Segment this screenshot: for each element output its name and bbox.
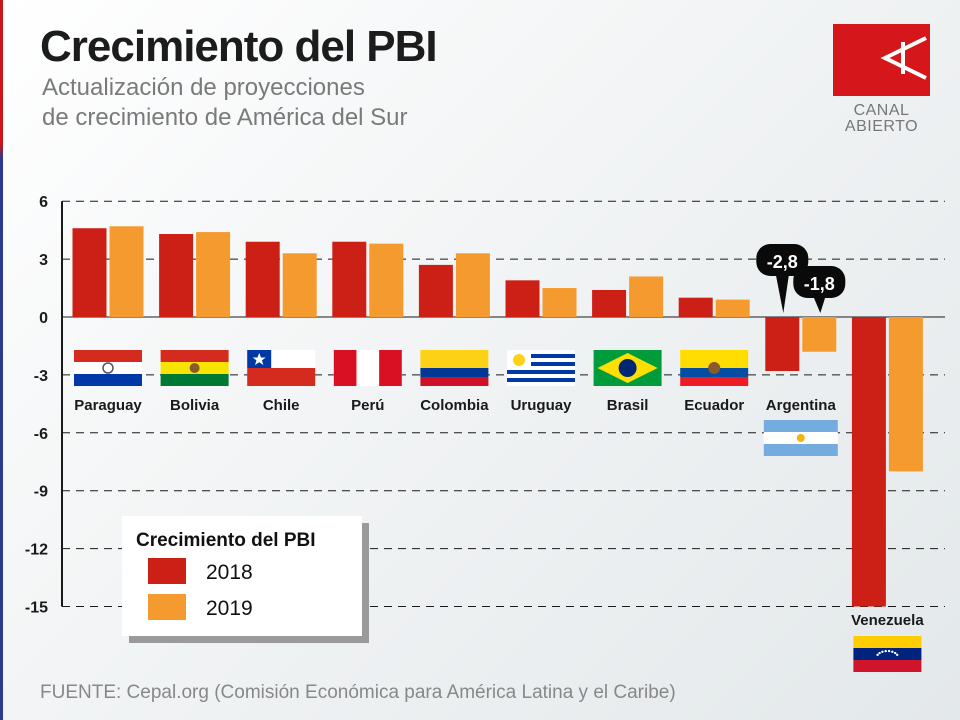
category-label-colombia: Colombia <box>420 397 489 414</box>
logo-line-1: CANAL <box>853 102 910 119</box>
bar-venezuela-2018 <box>851 317 886 607</box>
bar-bolivia-2018 <box>159 234 194 317</box>
legend-swatch-2018 <box>148 558 186 584</box>
ecuador-flag <box>680 350 749 386</box>
bar-ecuador-2019 <box>715 299 750 317</box>
bar-chile-2019 <box>282 253 317 317</box>
bar-uruguay-2018 <box>505 280 540 317</box>
bar-ecuador-2018 <box>678 297 713 317</box>
category-label-ecuador: Ecuador <box>684 397 744 414</box>
y-tick-label: -15 <box>25 600 48 617</box>
uruguay-flag <box>507 350 575 386</box>
argentina-flag <box>763 420 838 456</box>
y-tick-label: 6 <box>39 194 48 211</box>
logo-a-mark-icon <box>880 36 927 80</box>
category-label-paraguay: Paraguay <box>74 397 142 414</box>
y-axis: 6 3 0 -3 -6 -9 -12 -15 <box>25 194 63 617</box>
category-label-argentina: Argentina <box>766 397 837 414</box>
logo-red-box <box>833 24 930 96</box>
legend: Crecimiento del PBI 2018 2019 <box>122 516 362 636</box>
bar-brasil-2018 <box>592 289 627 317</box>
bar-bolivia-2019 <box>196 232 231 317</box>
bar-brasil-2019 <box>629 276 664 317</box>
chile-flag <box>247 350 316 386</box>
category-label-uruguay: Uruguay <box>511 397 573 414</box>
bar-chile-2018 <box>245 241 280 317</box>
y-tick-label: 0 <box>39 310 48 327</box>
venezuela-flag <box>853 636 922 672</box>
category-label-bolivia: Bolivia <box>170 397 220 414</box>
legend-label-2019: 2019 <box>206 597 253 620</box>
bar-colombia-2019 <box>455 253 490 317</box>
bar-paraguay-2018 <box>72 228 107 317</box>
subtitle-line-1: Actualización de proyecciones <box>42 74 365 101</box>
bar-colombia-2018 <box>418 264 453 317</box>
brasil-flag <box>593 350 662 386</box>
paraguay-flag <box>74 350 142 386</box>
annotation-callout: -2,8 <box>756 244 809 313</box>
annotation-label: -2,8 <box>767 252 798 272</box>
peru-flag <box>333 350 402 386</box>
category-label-brasil: Brasil <box>607 397 649 414</box>
flags <box>74 350 922 672</box>
canal-abierto-logo: CANAL ABIERTO <box>833 24 930 136</box>
legend-swatch-2019 <box>148 594 186 620</box>
bar-peru-2019 <box>369 243 404 317</box>
bar-venezuela-2019 <box>888 317 923 472</box>
y-tick-label: -3 <box>34 368 48 385</box>
y-tick-label: -12 <box>25 542 48 559</box>
page-title: Crecimiento del PBI <box>40 22 438 71</box>
colombia-flag <box>420 350 489 386</box>
category-labels: Paraguay Bolivia Chile Perú Colombia Uruguay B… <box>74 397 924 629</box>
subtitle-line-2: de crecimiento de América del Sur <box>42 104 408 131</box>
bar-argentina-2018 <box>765 317 800 372</box>
bar-argentina-2019 <box>802 317 837 352</box>
bar-paraguay-2019 <box>109 226 144 317</box>
y-tick-label: 3 <box>39 252 48 269</box>
logo-text: CANAL ABIERTO <box>833 103 930 135</box>
left-edge-strip <box>0 0 3 720</box>
bars <box>72 226 923 607</box>
category-label-chile: Chile <box>263 397 300 414</box>
category-label-peru: Perú <box>351 397 384 414</box>
bolivia-flag <box>160 350 229 386</box>
legend-label-2018: 2018 <box>206 561 253 584</box>
annotation-label: -1,8 <box>804 274 835 294</box>
annotations: -2,8 -1,8 <box>756 244 846 313</box>
bar-uruguay-2019 <box>542 288 577 317</box>
annotation-callout: -1,8 <box>793 266 846 313</box>
category-label-venezuela: Venezuela <box>851 612 924 629</box>
logo-line-2: ABIERTO <box>844 118 919 135</box>
legend-title: Crecimiento del PBI <box>136 530 316 551</box>
bar-peru-2018 <box>332 241 367 317</box>
y-tick-label: -6 <box>34 426 48 443</box>
source-note: FUENTE: Cepal.org (Comisión Económica pa… <box>40 682 676 703</box>
y-tick-label: -9 <box>34 484 48 501</box>
